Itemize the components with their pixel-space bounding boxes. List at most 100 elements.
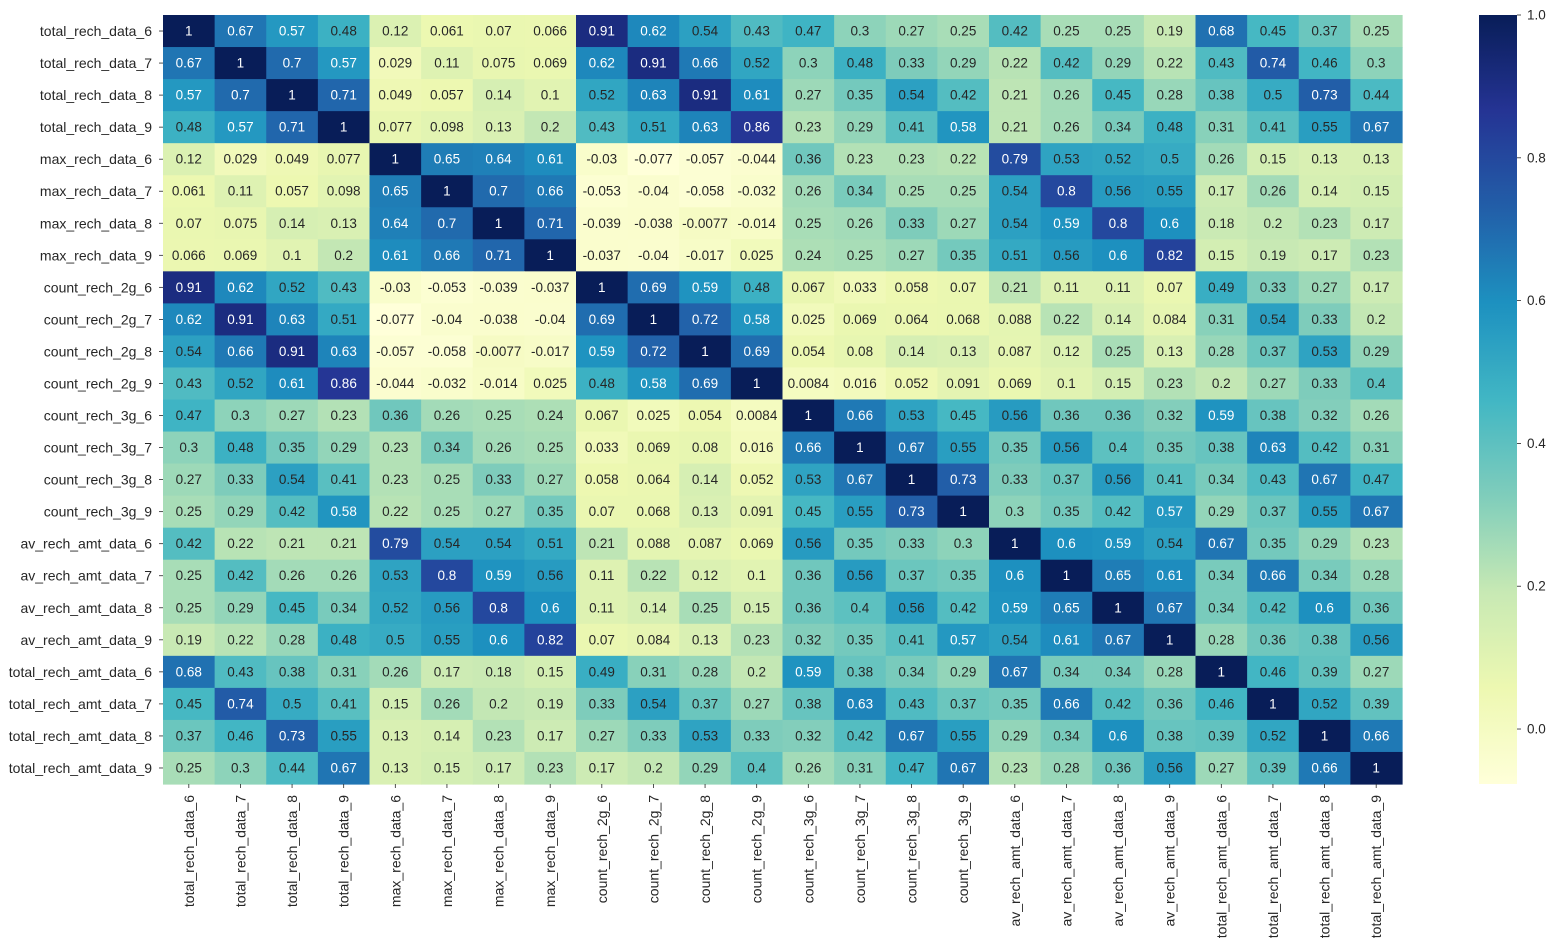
heatmap-cell	[1195, 175, 1248, 208]
x-tick-label: total_rech_amt_data_8	[1317, 795, 1333, 938]
heatmap-cell	[472, 527, 525, 561]
heatmap-cell	[421, 367, 474, 401]
cell-value-label: 0.34	[1105, 120, 1132, 135]
cell-value-label: 0.45	[795, 504, 821, 519]
cell-value-label: 0.67	[1002, 664, 1028, 679]
y-tick-label: total_rech_data_6	[40, 23, 152, 39]
heatmap-cell	[885, 527, 938, 561]
y-tick-label: max_rech_data_8	[40, 215, 152, 231]
cell-value-label: 0.69	[692, 376, 718, 391]
heatmap-cell	[576, 175, 629, 208]
y-tick-label: count_rech_3g_6	[44, 408, 152, 424]
y-tick-label: total_rech_data_9	[40, 119, 152, 135]
cell-value-label: 0.3	[851, 24, 870, 39]
heatmap-cell	[214, 495, 267, 529]
heatmap-cell	[472, 687, 525, 721]
heatmap-cell	[1092, 527, 1145, 561]
heatmap-cell	[937, 431, 990, 465]
cell-value-label: 0.66	[795, 440, 821, 455]
x-tick-label: total_rech_data_7	[232, 795, 248, 907]
cell-value-label: 0.13	[692, 632, 718, 647]
cell-value-label: 0.26	[382, 664, 408, 679]
cell-value-label: 0.21	[331, 536, 357, 551]
cell-value-label: 0.56	[1053, 440, 1079, 455]
cell-value-label: -0.04	[432, 312, 463, 327]
heatmap-cell	[1350, 687, 1403, 721]
cell-value-label: 0.55	[1311, 120, 1337, 135]
cell-value-label: 0.31	[847, 760, 873, 775]
cell-value-label: 0.061	[172, 184, 206, 199]
cell-value-label: 0.069	[843, 312, 877, 327]
heatmap-cell	[1092, 399, 1145, 433]
heatmap-cell	[1040, 719, 1093, 753]
heatmap-cell	[730, 751, 784, 785]
y-tick-label: count_rech_2g_6	[44, 279, 152, 295]
heatmap-cell	[834, 431, 887, 465]
heatmap-cell	[679, 271, 732, 304]
cell-value-label: 0.23	[795, 120, 821, 135]
heatmap-cell	[1350, 463, 1403, 497]
cell-value-label: 0.35	[950, 568, 976, 583]
heatmap-cell	[421, 463, 474, 497]
cell-value-label: 0.27	[898, 24, 924, 39]
cell-value-label: 0.38	[1311, 632, 1337, 647]
heatmap-cell	[472, 751, 525, 785]
heatmap-cell	[885, 559, 938, 593]
cell-value-label: 0.38	[279, 664, 305, 679]
cell-value-label: 0.42	[950, 88, 976, 103]
heatmap-cell	[214, 399, 267, 433]
cell-value-label: 1	[237, 56, 245, 71]
cell-value-label: 0.25	[847, 248, 873, 263]
cell-value-label: 0.27	[795, 88, 821, 103]
heatmap-cell	[369, 463, 422, 497]
cell-value-label: 0.088	[998, 312, 1032, 327]
cell-value-label: 0.42	[176, 536, 202, 551]
heatmap-cell	[937, 655, 990, 689]
heatmap-cell	[989, 367, 1042, 401]
cell-value-label: 0.65	[434, 152, 460, 167]
cell-value-label: 0.35	[279, 440, 305, 455]
heatmap-cell	[369, 47, 422, 80]
cell-value-label: 0.8	[1109, 216, 1128, 231]
cell-value-label: 0.37	[1311, 24, 1337, 39]
cell-value-label: 0.26	[434, 696, 460, 711]
heatmap-cell	[937, 335, 990, 369]
cell-value-label: 0.28	[692, 664, 718, 679]
heatmap-cell	[266, 271, 319, 304]
cell-value-label: 0.6	[1005, 568, 1024, 583]
heatmap-cell	[472, 591, 525, 625]
cell-value-label: 0.23	[537, 760, 563, 775]
cell-value-label: 1	[288, 88, 296, 103]
cell-value-label: 0.25	[795, 216, 821, 231]
heatmap-cell	[1247, 335, 1300, 369]
heatmap-cell	[163, 527, 216, 561]
cell-value-label: 0.42	[279, 504, 305, 519]
cell-value-label: 0.46	[227, 728, 253, 743]
cell-value-label: 0.59	[1002, 600, 1028, 615]
cell-value-label: 0.63	[640, 88, 666, 103]
cell-value-label: 0.51	[1002, 248, 1028, 263]
cell-value-label: 0.56	[1157, 760, 1183, 775]
cell-value-label: 0.37	[176, 728, 202, 743]
cell-value-label: 1	[1166, 632, 1174, 647]
cell-value-label: -0.038	[634, 216, 672, 231]
heatmap-cell	[834, 463, 887, 497]
heatmap-cell	[163, 399, 216, 433]
heatmap-cell	[1143, 431, 1197, 465]
cell-value-label: 0.34	[847, 184, 874, 199]
heatmap-cell	[1247, 719, 1300, 753]
heatmap-cell	[266, 719, 319, 753]
cell-value-label: 0.069	[533, 56, 567, 71]
cell-value-label: 0.55	[434, 632, 460, 647]
heatmap-cell	[1298, 591, 1351, 625]
cell-value-label: 0.46	[1311, 56, 1337, 71]
heatmap-cell	[885, 15, 938, 48]
cell-value-label: 0.55	[847, 504, 873, 519]
cell-value-label: 1	[443, 184, 451, 199]
heatmap-cell	[214, 655, 267, 689]
heatmap-cell	[627, 527, 680, 561]
cell-value-label: 0.35	[847, 536, 873, 551]
cell-value-label: 0.22	[1053, 312, 1079, 327]
cell-value-label: 0.47	[1363, 472, 1389, 487]
heatmap-cell	[1350, 367, 1403, 401]
